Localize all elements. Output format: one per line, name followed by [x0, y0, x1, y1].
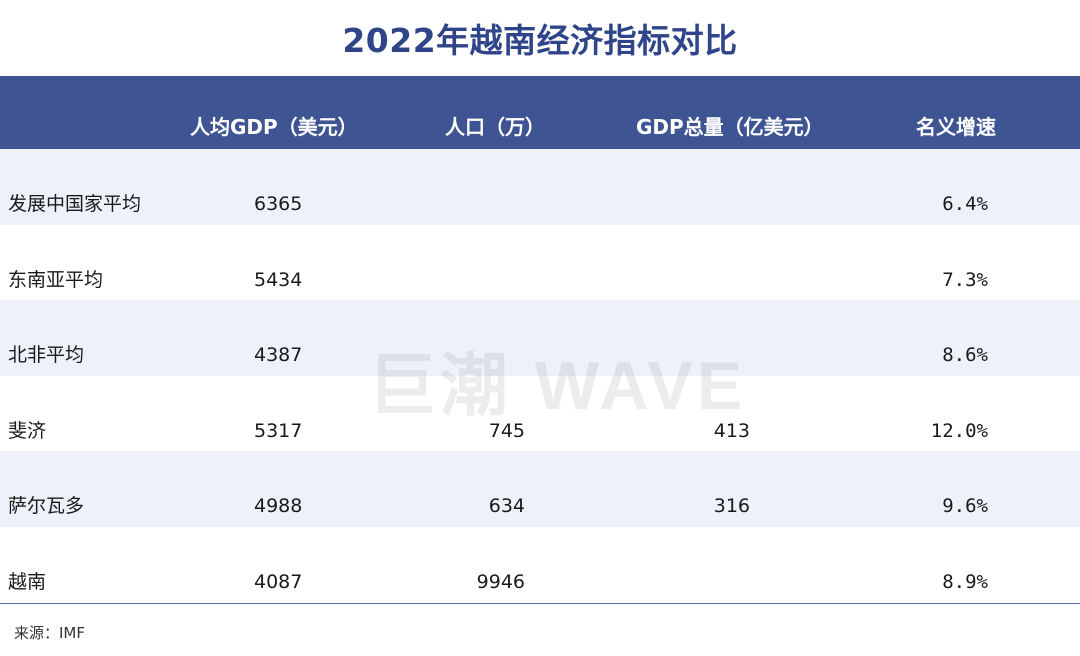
- row-label: 发展中国家平均: [8, 193, 142, 215]
- table-row: 东南亚平均 5434 7.3%: [0, 225, 1080, 301]
- table-bottom-rule: [0, 603, 1080, 604]
- table-row: 北非平均 4387 8.6%: [0, 300, 1080, 376]
- cell-growth: 7.3%: [942, 268, 988, 291]
- table-header: 人均GDP（美元） 人口（万） GDP总量（亿美元） 名义增速: [0, 76, 1080, 149]
- row-label: 东南亚平均: [8, 268, 104, 291]
- cell-gdp-total: 413: [713, 419, 750, 442]
- table-body: 发展中国家平均 6365 6.4% 东南亚平均 5434 7.3% 北非平均 4…: [0, 149, 1080, 602]
- cell-gdp-per-capita: 4988: [254, 495, 303, 517]
- watermark: 巨潮 WAVE: [368, 348, 747, 424]
- cell-growth: 9.6%: [942, 495, 988, 517]
- row-label: 北非平均: [8, 344, 85, 366]
- cell-population: 9946: [476, 570, 525, 593]
- cell-growth: 8.9%: [942, 570, 988, 593]
- header-gdp-per-capita: 人均GDP（美元）: [190, 115, 358, 139]
- cell-growth: 8.6%: [942, 344, 988, 366]
- table-row: 越南 4087 9946 8.9%: [0, 527, 1080, 603]
- row-label: 萨尔瓦多: [8, 495, 85, 517]
- cell-gdp-per-capita: 4387: [254, 344, 303, 366]
- row-label: 斐济: [8, 419, 47, 442]
- cell-gdp-per-capita: 4087: [254, 570, 303, 593]
- source-note: 来源：IMF: [14, 624, 85, 642]
- table-row: 发展中国家平均 6365 6.4%: [0, 149, 1080, 225]
- cell-gdp-per-capita: 5317: [254, 419, 303, 442]
- table-title: 2022年越南经济指标对比: [342, 21, 738, 60]
- cell-population: 634: [488, 495, 525, 517]
- header-gdp-total: GDP总量（亿美元）: [636, 115, 824, 139]
- header-growth: 名义增速: [916, 115, 996, 139]
- header-population: 人口（万）: [445, 115, 545, 139]
- row-label: 越南: [8, 570, 47, 593]
- cell-growth: 6.4%: [942, 193, 988, 215]
- cell-gdp-per-capita: 5434: [254, 268, 303, 291]
- table-row: 斐济 5317 745 413 12.0%: [0, 376, 1080, 452]
- cell-gdp-per-capita: 6365: [254, 193, 303, 215]
- cell-population: 745: [488, 419, 525, 442]
- cell-gdp-total: 316: [713, 495, 750, 517]
- table-row: 萨尔瓦多 4988 634 316 9.6%: [0, 451, 1080, 527]
- cell-growth: 12.0%: [930, 419, 988, 442]
